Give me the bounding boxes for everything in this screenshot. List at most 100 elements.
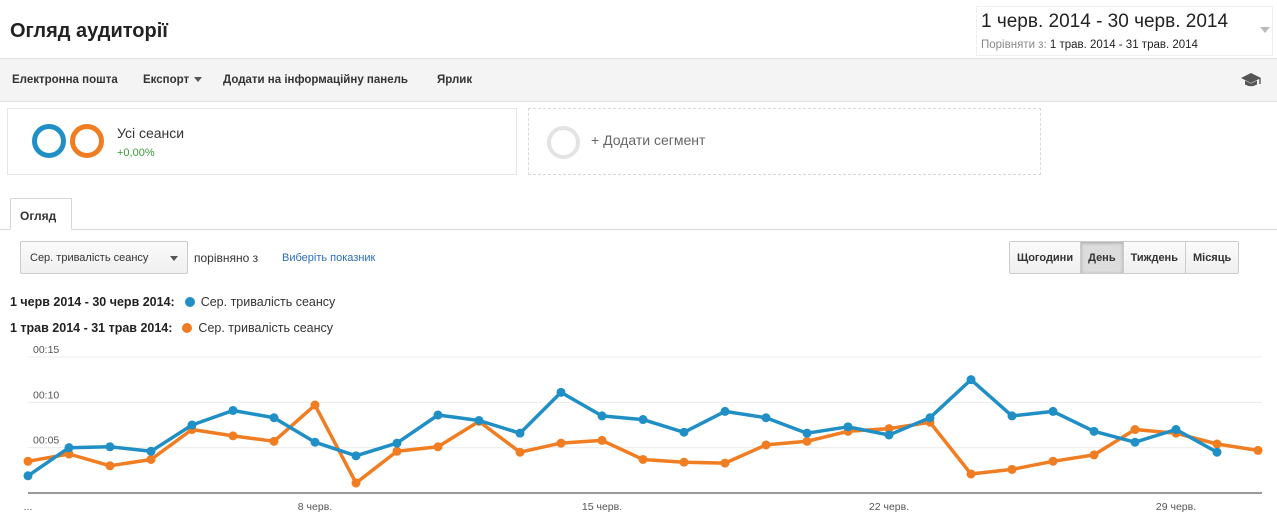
chevron-down-icon — [170, 256, 178, 261]
page-title: Огляд аудиторії — [10, 20, 168, 42]
data-point — [105, 461, 115, 471]
data-point — [843, 422, 853, 432]
add-segment-label: + Додати сегмент — [591, 132, 706, 148]
compare-value: 1 трав. 2014 - 31 трав. 2014 — [1049, 39, 1198, 51]
data-point — [884, 430, 894, 440]
segment-all-sessions[interactable]: Усі сеанси +0,00% — [7, 108, 517, 175]
data-point — [556, 438, 566, 448]
chevron-down-icon — [194, 77, 203, 83]
data-point — [638, 415, 648, 425]
data-point — [884, 424, 894, 434]
legend-current: 1 черв 2014 - 30 черв 2014: Сер. триваліс… — [10, 295, 335, 309]
data-point — [269, 413, 279, 423]
data-point — [1212, 447, 1222, 457]
tab-overview[interactable]: Огляд — [10, 198, 72, 230]
data-point — [310, 437, 320, 447]
x-tick-label: 22 черв. — [869, 501, 909, 513]
y-tick-label: 00:15 — [33, 344, 59, 356]
shortcut-button[interactable]: Ярлик — [437, 74, 473, 86]
data-point — [1171, 425, 1181, 435]
empty-segment-circle-icon — [547, 126, 580, 159]
data-point — [1048, 456, 1058, 466]
data-point — [23, 456, 33, 466]
data-point — [597, 435, 607, 445]
export-button[interactable]: Експорт — [143, 74, 203, 86]
data-point — [392, 446, 402, 456]
legend-previous: 1 трав 2014 - 31 трав 2014: Сер. триваліс… — [10, 321, 333, 335]
data-point — [1089, 426, 1099, 436]
data-point — [802, 436, 812, 446]
metric-select-value: Сер. тривалість сеансу — [30, 252, 149, 264]
data-point — [679, 427, 689, 437]
x-tick-label: 15 черв. — [582, 501, 622, 513]
tab-bar-divider — [0, 229, 1277, 230]
data-point — [1130, 425, 1140, 435]
data-point — [228, 431, 238, 441]
week-button[interactable]: Тиждень — [1123, 242, 1186, 273]
data-point — [802, 428, 812, 438]
data-point — [638, 454, 648, 464]
add-to-dashboard-button[interactable]: Додати на інформаційну панель — [223, 74, 408, 86]
data-point — [228, 405, 238, 415]
data-point — [64, 449, 74, 459]
segment-name: Усі сеанси — [117, 125, 185, 141]
y-tick-label: 00:10 — [33, 389, 59, 401]
report-toolbar: Електронна пошта Експорт Додати на інфор… — [0, 58, 1277, 102]
data-point — [1007, 411, 1017, 421]
data-point — [310, 400, 320, 410]
data-point — [146, 454, 156, 464]
data-point — [105, 442, 115, 452]
data-point — [1130, 437, 1140, 447]
data-point — [351, 451, 361, 461]
data-point — [1048, 406, 1058, 416]
data-point — [761, 413, 771, 423]
segment-circle-icon — [70, 124, 104, 158]
data-point — [966, 469, 976, 479]
compared-with-label: порівняно з — [194, 251, 259, 265]
day-button[interactable]: День — [1081, 242, 1124, 273]
data-point — [597, 411, 607, 421]
graduation-cap-icon[interactable] — [1240, 71, 1262, 89]
x-tick-label: 29 черв. — [1156, 501, 1196, 513]
data-point — [23, 471, 33, 481]
add-segment-button[interactable]: + Додати сегмент — [528, 108, 1041, 175]
data-point — [1089, 450, 1099, 460]
data-point — [146, 446, 156, 456]
session-duration-chart: 00:05 00:10 00:15... 8 черв. 15 черв. 22 черв… — [23, 344, 1263, 513]
pick-metric-link[interactable]: Виберіть показник — [282, 252, 376, 264]
hourly-button[interactable]: Щогодини — [1010, 242, 1082, 273]
data-point — [269, 436, 279, 446]
data-point — [720, 406, 730, 416]
legend-dot-icon — [184, 297, 195, 307]
export-label: Експорт — [143, 74, 190, 86]
granularity-buttons: Щогодини День Тиждень Місяць — [1009, 241, 1240, 274]
legend-series: Сер. тривалість сеансу — [198, 321, 333, 335]
data-point — [433, 410, 443, 420]
data-point — [1253, 445, 1263, 455]
data-point — [1007, 464, 1017, 474]
data-point — [433, 442, 443, 452]
email-button[interactable]: Електронна пошта — [12, 74, 118, 86]
data-point — [351, 478, 361, 488]
data-point — [392, 438, 402, 448]
legend-range: 1 трав 2014 - 31 трав 2014: — [10, 321, 173, 335]
date-range-picker[interactable]: 1 черв. 2014 - 30 черв. 2014 Порівняти з… — [976, 6, 1273, 56]
data-point — [925, 413, 935, 423]
data-point — [1212, 439, 1222, 449]
data-point — [515, 428, 525, 438]
segment-change: +0,00% — [117, 147, 155, 159]
date-range-main: 1 черв. 2014 - 30 черв. 2014 — [981, 11, 1229, 32]
data-point — [556, 387, 566, 397]
series-line — [27, 377, 1218, 478]
compare-label: Порівняти з: — [981, 39, 1047, 51]
data-point — [679, 457, 689, 467]
x-tick-label: 8 черв. — [298, 501, 332, 513]
y-tick-label: 00:05 — [33, 435, 59, 447]
data-point — [761, 440, 771, 450]
chevron-down-icon[interactable] — [1260, 27, 1270, 33]
metric-select[interactable]: Сер. тривалість сеансу — [20, 241, 188, 274]
x-tick-label: ... — [24, 501, 33, 513]
month-button[interactable]: Місяць — [1185, 242, 1239, 273]
data-point — [966, 375, 976, 385]
data-point — [474, 415, 484, 425]
